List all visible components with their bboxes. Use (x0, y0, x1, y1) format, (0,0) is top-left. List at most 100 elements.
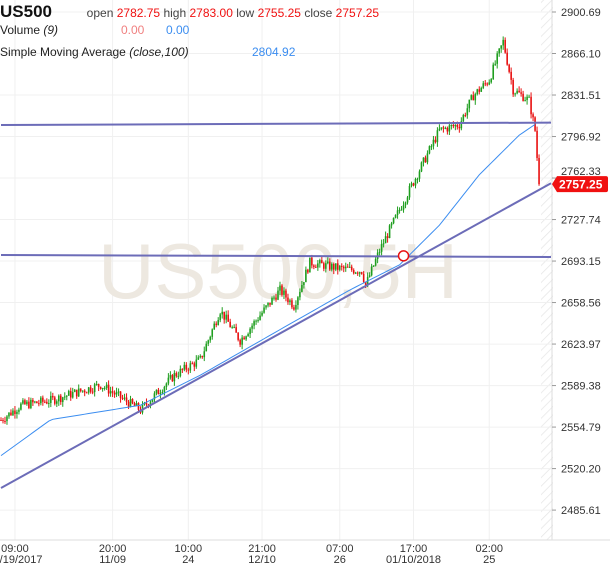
candle-body (93, 384, 96, 393)
candle-body (468, 99, 471, 109)
candle-body (327, 261, 329, 264)
candle-body (504, 39, 506, 53)
candle-body (390, 223, 393, 226)
candle-body (418, 171, 421, 179)
candle-body (336, 263, 339, 270)
candle-body (223, 311, 225, 320)
candle-body (6, 416, 8, 422)
candle-body (28, 401, 30, 408)
candle-body (287, 297, 289, 303)
candle-body (516, 90, 518, 94)
candle-body (410, 183, 413, 186)
candle-body (430, 146, 433, 148)
candle-body (271, 297, 273, 305)
candle-body (83, 390, 86, 393)
y-tick-label: 2693.15 (561, 256, 601, 268)
candle-body (398, 209, 401, 211)
y-tick-label: 2658.56 (561, 298, 601, 310)
candle-body (323, 263, 325, 269)
candle-body (193, 363, 196, 367)
candle-body (107, 384, 110, 394)
x-tick-time: 10:00 (175, 543, 203, 555)
candle-body (428, 146, 431, 154)
candle-body (253, 321, 255, 326)
candle-body (24, 400, 26, 405)
candle-body (277, 290, 279, 300)
candle-body (476, 89, 479, 94)
candle-body (0, 419, 2, 421)
candle-body (199, 355, 202, 358)
candle-body (279, 285, 281, 291)
candle-body (392, 217, 395, 224)
candle-body (225, 314, 227, 320)
y-tick-label: 2900.69 (561, 7, 601, 19)
x-tick-date: 12/10 (248, 554, 276, 566)
candle-body (396, 210, 399, 215)
candle-body (432, 139, 435, 147)
candle-body (400, 209, 403, 211)
candle-body (61, 397, 64, 403)
sma-line (0, 124, 536, 457)
candle-body (113, 392, 116, 395)
candle-body (81, 390, 84, 392)
volume-param: (9) (43, 23, 59, 37)
candle-body (245, 336, 247, 340)
candle-body (458, 127, 461, 129)
candle-body (105, 384, 108, 388)
candle-body (414, 178, 417, 186)
candle-body (63, 396, 66, 398)
candle-body (55, 401, 58, 404)
candle-body (498, 48, 500, 54)
candle-body (109, 391, 112, 394)
candle-body (18, 409, 20, 412)
last-price-label: 2757.25 (559, 178, 603, 192)
candle-body (506, 52, 508, 65)
candle-body (161, 392, 164, 394)
candle-body (530, 96, 532, 115)
candle-body (121, 398, 124, 400)
candle-body (227, 314, 229, 322)
candle-body (135, 403, 138, 406)
candle-body (75, 389, 78, 397)
candle-body (466, 108, 469, 116)
candle-body (59, 395, 62, 403)
candle-body (129, 399, 132, 407)
candle-body (438, 128, 441, 131)
candle-body (115, 392, 118, 395)
volume-value-2: 0.00 (166, 23, 190, 37)
candle-body (215, 323, 218, 326)
candle-body (502, 39, 504, 46)
candle-body (446, 127, 449, 132)
candle-body (283, 290, 285, 295)
candle-body (532, 114, 534, 118)
candle-body (480, 87, 483, 92)
candle-body (494, 63, 497, 65)
candle-body (370, 266, 373, 276)
candle-body (526, 96, 528, 101)
candle-body (189, 363, 192, 371)
candle-body (185, 364, 188, 370)
candle-body (360, 272, 363, 274)
candle-body (87, 387, 90, 393)
candle-body (350, 266, 353, 271)
candle-body (38, 403, 40, 405)
candle-body (201, 355, 204, 358)
candle-body (330, 263, 333, 270)
candle-body (444, 127, 447, 129)
candle-body (348, 266, 351, 268)
candle-body (259, 315, 261, 321)
candle-body (101, 387, 104, 389)
candle-body (69, 391, 72, 398)
candle-body (32, 399, 34, 403)
candle-body (167, 377, 170, 384)
candle-body (484, 83, 487, 85)
candle-body (496, 53, 498, 64)
x-tick-date: 10/19/2017 (0, 554, 42, 566)
candle-body (169, 375, 172, 378)
candle-body (65, 395, 68, 397)
candle-body (500, 45, 502, 49)
candle-body (340, 265, 343, 267)
candle-body (352, 270, 355, 274)
x-tick-date: 01/10/2018 (386, 554, 441, 566)
